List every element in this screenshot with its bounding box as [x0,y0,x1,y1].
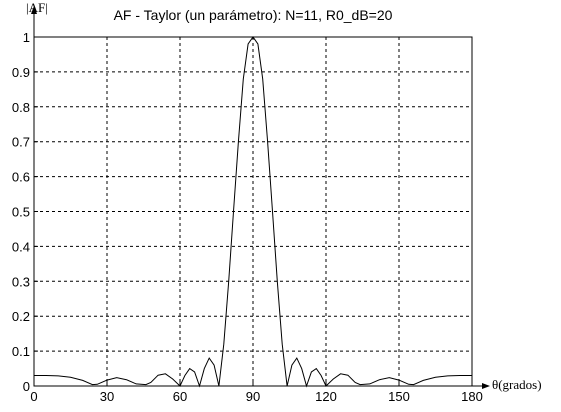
y-tick-label: 0.8 [12,100,30,115]
y-tick-label: 0.7 [12,135,30,150]
y-tick-label: 0.6 [12,170,30,185]
x-tick-label: 30 [100,389,114,404]
x-tick-label: 90 [246,389,260,404]
x-tick-label: 180 [461,389,483,404]
x-tick-label: 60 [173,389,187,404]
chart-title: AF - Taylor (un parámetro): N=11, R0_dB=… [114,7,393,23]
y-tick-label: 0.2 [12,309,30,324]
y-axis-arrowhead [31,6,37,14]
y-tick-label: 0.4 [12,239,30,254]
x-tick-label: 120 [315,389,337,404]
grid-lines [34,37,472,386]
y-tick-label: 0 [23,379,30,394]
series-line [34,36,472,388]
x-axis: 0 30 60 90 120 150 180 [30,382,483,404]
x-tick-label: 150 [388,389,410,404]
y-tick-label: 0.5 [12,205,30,220]
y-tick-label: 0.9 [12,65,30,80]
x-axis-arrowhead [482,383,490,389]
x-axis-label: θ(grados) [492,377,542,392]
y-tick-label: 0.1 [12,344,30,359]
y-axis: 0 0.1 0.2 0.3 0.4 0.5 0.6 0.7 0.8 0.9 1 [12,30,38,394]
y-axis-label: |AF| [26,0,48,15]
y-tick-label: 0.3 [12,274,30,289]
series-group [34,36,472,388]
x-tick-label: 0 [30,389,37,404]
y-tick-label: 1 [23,30,30,45]
